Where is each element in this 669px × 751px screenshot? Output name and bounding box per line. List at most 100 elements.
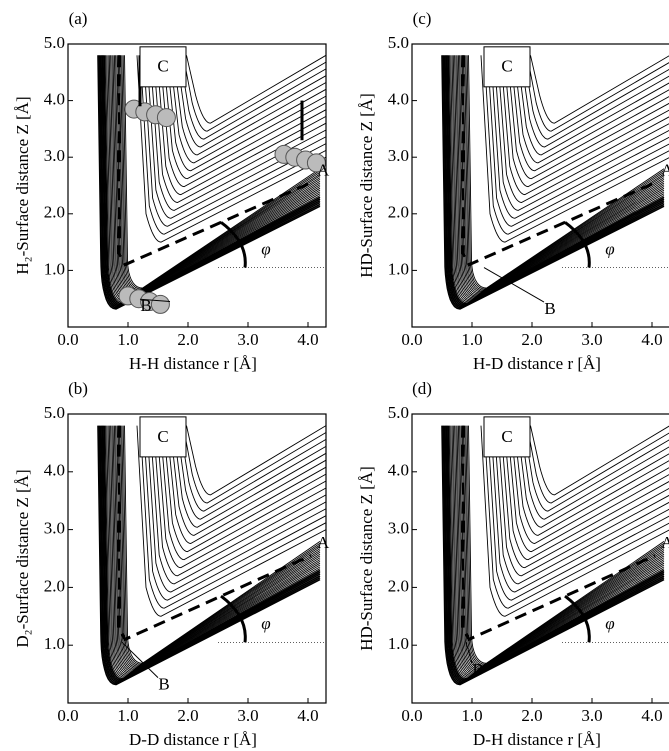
contour-line	[102, 55, 321, 306]
contour-line	[169, 425, 326, 536]
reaction-path	[117, 55, 312, 267]
contour-line	[442, 425, 665, 685]
contour-line	[107, 425, 321, 677]
annotation: B	[544, 299, 555, 318]
contour-line	[446, 425, 665, 682]
contour-line	[460, 55, 665, 295]
contour-line	[443, 425, 665, 684]
contour-line	[460, 425, 665, 670]
contour-line	[111, 425, 321, 674]
contour-line	[523, 425, 669, 512]
contour-line	[108, 425, 321, 676]
contour-line	[101, 55, 321, 307]
contour-line	[451, 425, 665, 677]
molecule-atom	[150, 294, 170, 314]
y-tick-label: 3.0	[388, 146, 409, 165]
contour-line	[102, 425, 321, 682]
x-tick-label: 0.0	[57, 330, 78, 349]
contour-line	[456, 425, 665, 673]
contour-line	[149, 425, 326, 585]
y-axis-label: HD-Surface distance Z [Å]	[357, 93, 376, 278]
y-tick-label: 1.0	[388, 259, 409, 278]
contour-line	[179, 55, 326, 140]
contour-line	[97, 55, 321, 310]
contour-line	[450, 425, 665, 678]
x-tick-label: 0.0	[401, 706, 422, 725]
pointer	[465, 642, 473, 664]
contour-line	[182, 425, 326, 504]
x-tick-label: 2.0	[177, 706, 198, 725]
contour-line	[136, 425, 326, 617]
contour-line	[516, 425, 669, 528]
contour-line	[520, 425, 669, 520]
contour-line	[480, 425, 669, 617]
contour-line	[461, 425, 665, 669]
contour-line	[443, 55, 665, 308]
panel-label: (d)	[412, 379, 432, 398]
x-axis-label: H-H distance r [Å]	[129, 354, 257, 373]
contour-line	[101, 425, 321, 683]
annotation: φ	[261, 239, 270, 258]
contour-line	[520, 55, 669, 148]
contour-line	[186, 54, 326, 124]
reaction-path	[461, 425, 656, 642]
contour-line	[462, 55, 665, 293]
x-tick-label: 0.0	[57, 706, 78, 725]
y-tick-label: 5.0	[44, 33, 65, 52]
contour-line	[110, 425, 321, 675]
y-axis-label: HD-Surface distance Z [Å]	[357, 466, 376, 651]
contour-line	[510, 425, 669, 544]
contour-line	[490, 55, 669, 219]
x-tick-label: 1.0	[117, 330, 138, 349]
y-tick-label: 3.0	[44, 519, 65, 538]
contour-line	[110, 55, 321, 300]
contour-line	[106, 425, 321, 678]
plot-frame	[411, 43, 669, 328]
contour-line	[105, 55, 321, 304]
contour-line	[176, 55, 326, 148]
y-tick-label: 4.0	[44, 461, 65, 480]
contour-line	[506, 425, 669, 553]
contour-line	[487, 55, 669, 227]
x-tick-label: 1.0	[461, 330, 482, 349]
contour-line	[456, 55, 665, 298]
contour-line	[503, 55, 669, 188]
y-tick-label: 5.0	[44, 403, 65, 422]
contour-line	[523, 55, 669, 140]
pointer	[121, 641, 159, 679]
contour-line	[497, 55, 669, 203]
panel-label: (a)	[69, 9, 88, 28]
panel: (c) 0.0 1.0 2.0 3.0 4.0 1.0 2.0 3.0 4.0 5.0 H-D dis…	[357, 9, 669, 373]
annotation: A	[661, 533, 669, 552]
annotation: C	[157, 57, 168, 76]
contour-line	[156, 425, 326, 569]
annotation: A	[661, 160, 669, 179]
panel: (b) 0.0 1.0 2.0 3.0 4.0 1.0 2.0 3.0 4.0 5.0 D-D dis…	[13, 379, 330, 749]
contour-line	[480, 55, 669, 243]
contour-line	[513, 425, 669, 536]
contour-line	[513, 55, 669, 164]
contour-line	[172, 425, 326, 528]
annotation: φ	[605, 614, 614, 633]
contour-line	[182, 55, 326, 132]
contour-line	[146, 425, 326, 593]
x-tick-label: 3.0	[237, 330, 258, 349]
contour-line	[166, 425, 326, 544]
contour-line	[179, 425, 326, 512]
pointer	[483, 267, 545, 303]
x-tick-label: 3.0	[237, 706, 258, 725]
x-tick-label: 2.0	[521, 330, 542, 349]
panel-label: (b)	[68, 379, 88, 398]
x-tick-label: 3.0	[581, 706, 602, 725]
contour-line	[483, 55, 669, 235]
contour-line	[441, 55, 665, 310]
plot-area	[441, 425, 669, 686]
x-tick-label: 2.0	[177, 330, 198, 349]
y-tick-label: 2.0	[388, 203, 409, 222]
y-tick-label: 3.0	[388, 519, 409, 538]
annotation: C	[501, 57, 512, 76]
contour-line	[490, 425, 669, 593]
contour-line	[457, 55, 665, 297]
y-axis-label: H₂-Surface distance Z [Å]	[13, 96, 32, 274]
